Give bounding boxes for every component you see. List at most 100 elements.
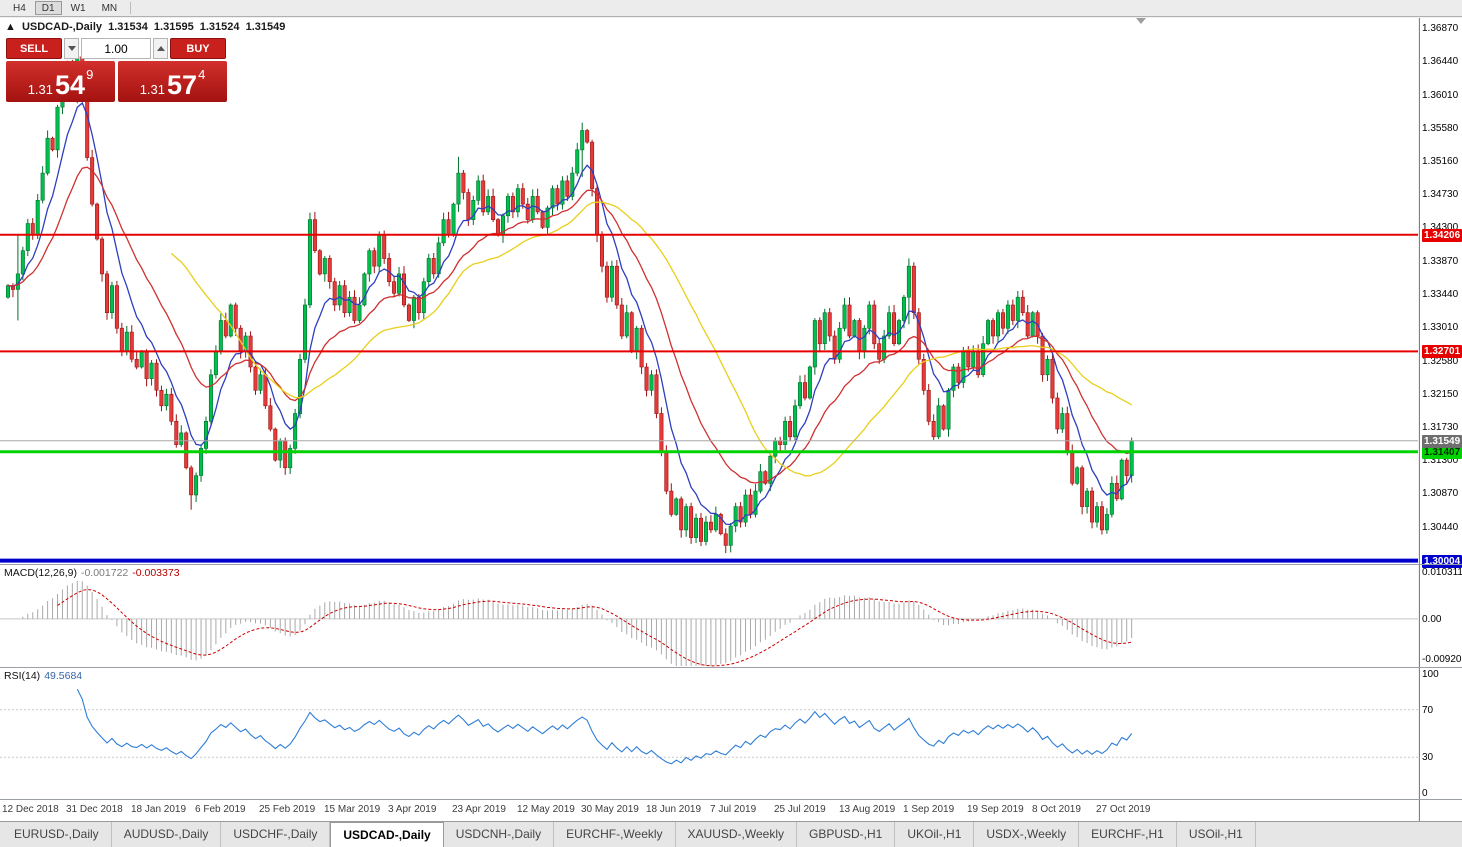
chart-tab[interactable]: USDCHF-,Daily	[221, 822, 331, 847]
axis-tick-label: 0.010311	[1422, 567, 1462, 578]
chart-tab[interactable]: USOil-,H1	[1177, 822, 1256, 847]
chart-tab[interactable]: EURCHF-,H1	[1079, 822, 1177, 847]
macd-pane[interactable]: MACD(12,26,9) -0.001722 -0.003373	[0, 565, 1418, 667]
chart-tab-bar: EURUSD-,Daily AUDUSD-,Daily USDCHF-,Daily U…	[0, 821, 1462, 847]
price-level-label: 1.32701	[1422, 345, 1462, 358]
buy-pipette: 4	[198, 67, 206, 82]
axis-tick-label: 1.36870	[1422, 23, 1459, 34]
chart-tab[interactable]: XAUUSD-,Weekly	[676, 822, 797, 847]
main-chart-pane[interactable]: ▲ USDCAD-,Daily 1.31534 1.31595 1.31524 …	[0, 18, 1418, 564]
axis-tick-label: 1.33440	[1422, 289, 1459, 300]
candlestick-chart-canvas[interactable]	[0, 18, 1418, 564]
sell-pipette: 9	[86, 67, 94, 82]
date-axis-label: 18 Jan 2019	[131, 804, 187, 815]
ohlc-low: 1.31524	[199, 21, 240, 33]
axis-tick-label: 1.34730	[1422, 189, 1459, 200]
timeframe-button-h4[interactable]: H4	[13, 3, 26, 14]
chart-shift-marker-icon[interactable]	[1135, 18, 1146, 24]
date-axis-label: 6 Feb 2019	[195, 804, 246, 815]
axis-tick-label: 1.34300	[1422, 222, 1459, 233]
triangle-down-icon	[67, 46, 76, 51]
sell-price-display[interactable]: 1.31 54 9	[6, 61, 115, 102]
timeframe-toolbar: H4 D1 W1 MN	[0, 0, 1462, 17]
axis-tick-label: 0	[1422, 788, 1428, 799]
price-level-label: 1.31549	[1422, 435, 1462, 448]
macd-main-value: -0.001722	[80, 567, 129, 579]
chart-tab[interactable]: AUDUSD-,Daily	[112, 822, 222, 847]
axis-tick-label: 30	[1422, 752, 1434, 763]
trade-panel-prices: 1.31 54 9 1.31 57 4	[6, 61, 228, 102]
axis-tick-label: 100	[1422, 669, 1439, 680]
price-axis: 1.36870 1.36440 1.36010 1.35580 1.35160 1.347…	[1419, 18, 1462, 821]
rsi-title: RSI(14)	[4, 670, 41, 682]
date-axis-label: 27 Oct 2019	[1096, 804, 1151, 815]
ohlc-open: 1.31534	[108, 21, 148, 33]
chart-tab[interactable]: USDCAD-,Daily	[330, 822, 444, 847]
chart-tab[interactable]: UKOil-,H1	[895, 822, 975, 847]
chart-tab[interactable]: USDX-,Weekly	[974, 822, 1080, 847]
sell-big-figure: 1.31	[27, 82, 54, 97]
axis-tick-label: 1.30440	[1422, 522, 1459, 533]
chart-symbol-title: USDCAD-,Daily	[21, 21, 103, 33]
rsi-pane[interactable]: RSI(14) 49.5684	[0, 668, 1418, 799]
macd-title: MACD(12,26,9)	[4, 567, 77, 579]
date-axis-label: 25 Feb 2019	[259, 804, 316, 815]
axis-tick-label: 1.35580	[1422, 123, 1459, 134]
timeframe-button-w1[interactable]: W1	[70, 3, 86, 14]
axis-tick-label: 1.33870	[1422, 256, 1459, 267]
volume-input[interactable]	[81, 38, 151, 59]
timeframe-button-mn[interactable]: MN	[101, 3, 118, 14]
date-axis: 12 Dec 2018 31 Dec 2018 18 Jan 2019 6 Feb 2…	[0, 800, 1418, 821]
date-axis-label: 13 Aug 2019	[839, 804, 896, 815]
date-axis-label: 31 Dec 2018	[66, 804, 123, 815]
date-axis-label: 19 Sep 2019	[967, 804, 1024, 815]
rsi-chart-canvas[interactable]	[0, 668, 1418, 799]
axis-tick-label: 1.35160	[1422, 156, 1459, 167]
date-axis-label: 7 Jul 2019	[710, 804, 757, 815]
toolbar-separator	[130, 2, 132, 14]
pane-separator[interactable]	[0, 564, 1462, 565]
axis-tick-label: 1.31730	[1422, 422, 1459, 433]
date-axis-label: 12 Dec 2018	[2, 804, 59, 815]
pane-separator[interactable]	[0, 667, 1462, 668]
chart-tab[interactable]: EURUSD-,Daily	[2, 822, 112, 847]
date-axis-label: 12 May 2019	[517, 804, 575, 815]
macd-header: MACD(12,26,9) -0.001722 -0.003373	[4, 567, 180, 579]
axis-tick-label: 1.30870	[1422, 488, 1459, 499]
sell-pips: 54	[55, 70, 86, 100]
volume-decrease-button[interactable]	[64, 38, 79, 59]
volume-increase-button[interactable]	[153, 38, 168, 59]
rsi-value: 49.5684	[44, 670, 83, 682]
buy-price-display[interactable]: 1.31 57 4	[118, 61, 227, 102]
chart-tab[interactable]: USDCNH-,Daily	[444, 822, 555, 847]
date-axis-label: 23 Apr 2019	[452, 804, 506, 815]
buy-button[interactable]: BUY	[170, 38, 226, 59]
axis-tick-label: 0.00	[1422, 614, 1442, 625]
date-axis-label: 25 Jul 2019	[774, 804, 826, 815]
macd-chart-canvas[interactable]	[0, 565, 1418, 667]
axis-tick-label: 1.32150	[1422, 389, 1459, 400]
ohlc-high: 1.31595	[153, 21, 194, 33]
trade-panel-controls: SELL BUY	[6, 38, 228, 59]
chart-tab[interactable]: EURCHF-,Weekly	[554, 822, 676, 847]
buy-pips: 57	[167, 70, 198, 100]
rsi-header: RSI(14) 49.5684	[4, 670, 82, 682]
sell-button[interactable]: SELL	[6, 38, 62, 59]
axis-tick-label: -0.009203	[1422, 654, 1462, 665]
timeframe-button-d1[interactable]: D1	[34, 1, 62, 15]
chart-tab[interactable]: GBPUSD-,H1	[797, 822, 896, 847]
axis-tick-label: 1.32580	[1422, 356, 1459, 367]
pane-separator	[0, 799, 1462, 800]
macd-signal-value: -0.003373	[132, 567, 180, 579]
chart-ohlc-header: ▲ USDCAD-,Daily 1.31534 1.31595 1.31524 …	[5, 21, 288, 33]
collapse-trade-panel-icon[interactable]: ▲	[5, 21, 16, 33]
date-axis-label: 18 Jun 2019	[646, 804, 702, 815]
axis-tick-label: 70	[1422, 705, 1434, 716]
axis-tick-label: 1.31300	[1422, 455, 1459, 466]
triangle-up-icon	[156, 46, 165, 51]
date-axis-label: 1 Sep 2019	[903, 804, 955, 815]
price-level-label: 1.34206	[1422, 229, 1462, 242]
price-level-label: 1.31407	[1422, 446, 1462, 459]
date-axis-label: 8 Oct 2019	[1032, 804, 1081, 815]
